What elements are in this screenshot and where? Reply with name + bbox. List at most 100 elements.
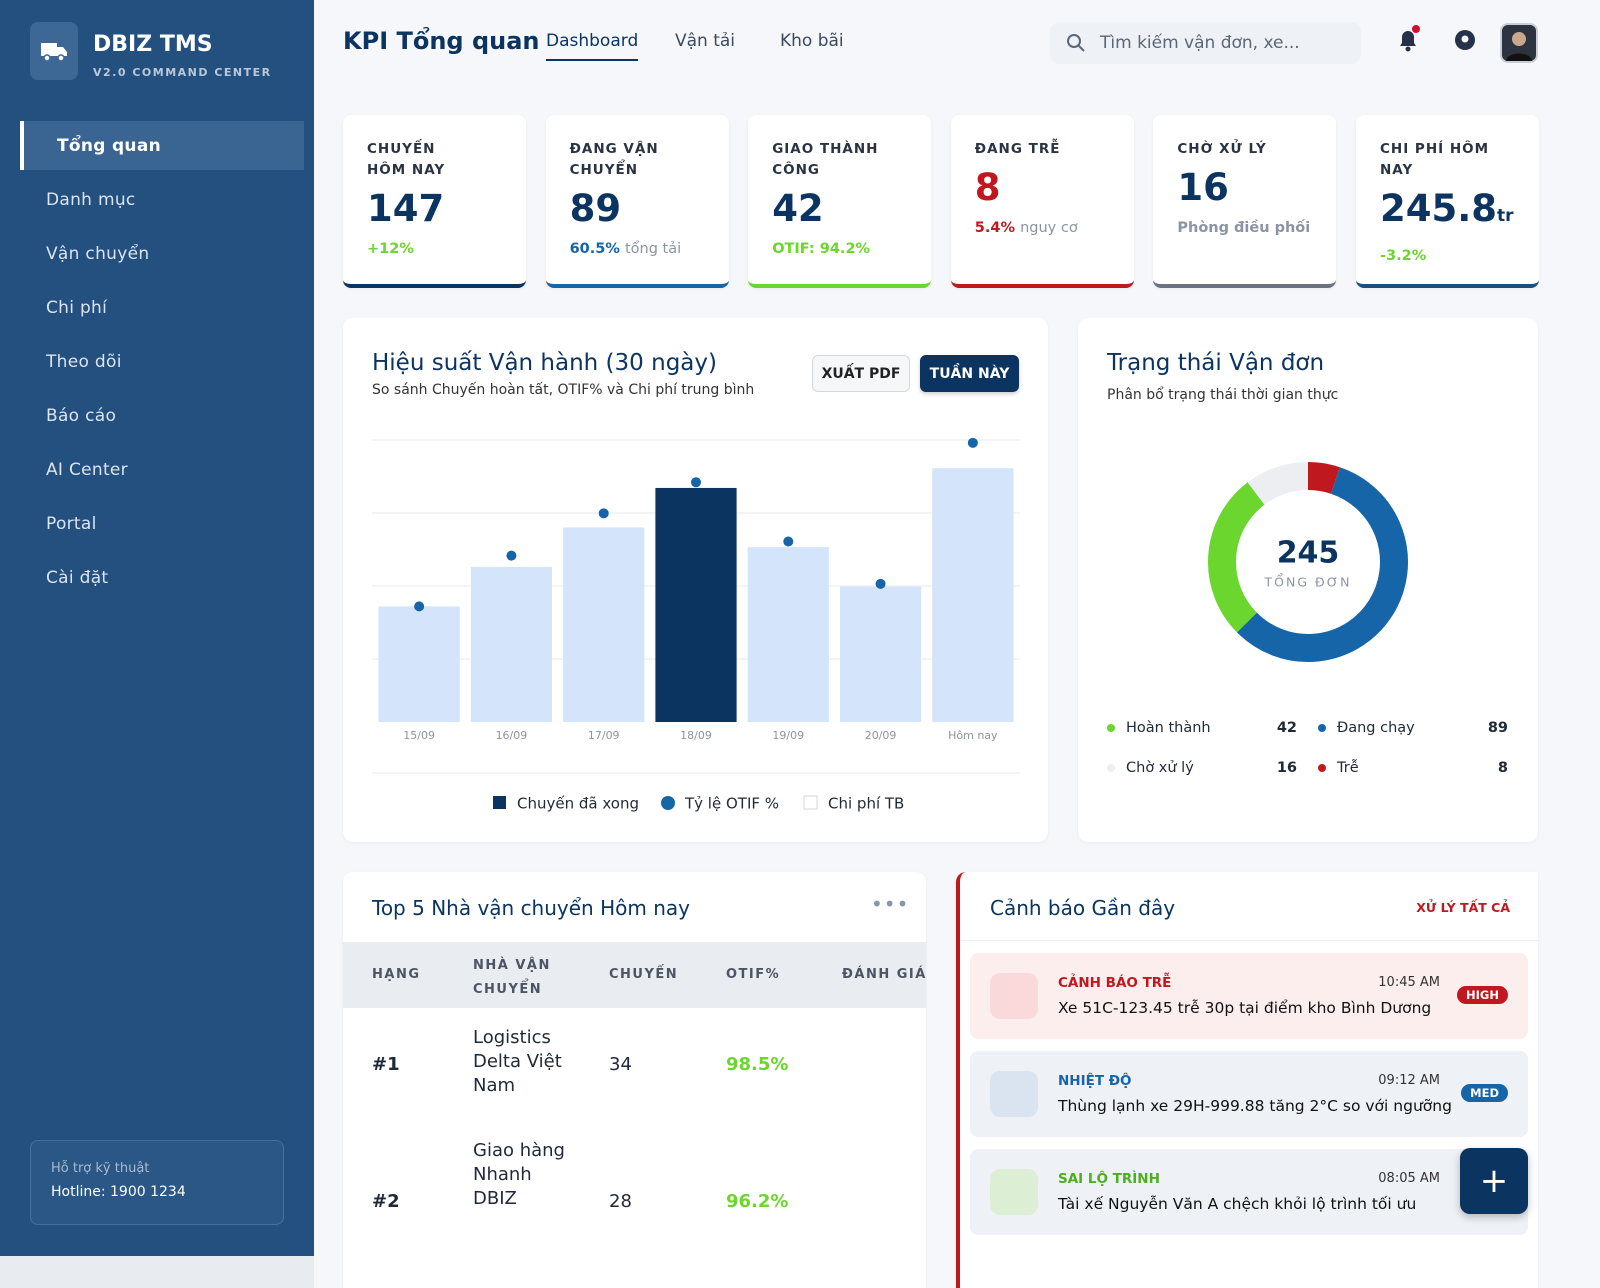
legend-label: Đang chạy bbox=[1337, 720, 1415, 736]
table-header bbox=[343, 942, 926, 1008]
menu-label: Tổng quan bbox=[57, 135, 162, 156]
x-tick-label: Hôm nay bbox=[948, 729, 998, 742]
kpi-sub-value: 60.5% bbox=[569, 241, 620, 257]
kpi-number: 8 bbox=[974, 166, 1001, 209]
menu-item[interactable]: Chi phí bbox=[20, 283, 304, 332]
menu-label: Chi phí bbox=[46, 297, 108, 318]
menu-item[interactable]: Portal bbox=[20, 499, 304, 548]
tab[interactable]: Vận tải bbox=[675, 31, 736, 51]
alert-type: SAI LỘ TRÌNH bbox=[1058, 1171, 1160, 1187]
chart-subtitle: So sánh Chuyến hoàn tất, OTIF% và Chi ph… bbox=[372, 382, 755, 398]
notification-bell[interactable] bbox=[1394, 24, 1424, 54]
x-tick-label: 19/09 bbox=[772, 729, 804, 742]
more-button[interactable]: ••• bbox=[871, 892, 910, 916]
kpi-card: CHUYẾN HÔM NAY 147 +12% bbox=[343, 115, 526, 288]
add-button[interactable]: + bbox=[1460, 1148, 1528, 1214]
kpi-sub-text: nguy cơ bbox=[1020, 220, 1078, 236]
x-tick-label: 18/09 bbox=[680, 729, 712, 742]
legend-value: 89 bbox=[1488, 720, 1508, 736]
alert-item[interactable]: SAI LỘ TRÌNH 08:05 AM Tài xế Nguyễn Văn A … bbox=[970, 1149, 1528, 1235]
legend-label: Trễ bbox=[1336, 759, 1359, 776]
severity-badge: MED bbox=[1461, 1084, 1508, 1102]
version: V2.0 COMMAND CENTER bbox=[93, 66, 272, 79]
donut-center-label: TỔNG ĐƠN bbox=[1264, 574, 1352, 590]
carrier-name: Giao hàng Nhanh DBIZ bbox=[473, 1140, 565, 1209]
alert-time: 10:45 AM bbox=[1378, 975, 1440, 990]
export-button[interactable]: XUẤT PDF bbox=[812, 355, 910, 392]
kpi-sub-text: tổng tải bbox=[624, 241, 682, 257]
otif-dot bbox=[783, 536, 794, 547]
tab[interactable]: Kho bãi bbox=[780, 31, 844, 51]
kpi-sub: OTIF: 94.2% bbox=[772, 241, 907, 257]
bar bbox=[655, 487, 737, 722]
chart-title: Hiệu suất Vận hành (30 ngày) bbox=[372, 350, 717, 376]
kpi-label: ĐANG VẬN CHUYỂN bbox=[569, 141, 659, 178]
alerts-title: Cảnh báo Gần đây bbox=[990, 896, 1176, 920]
menu-label: AI Center bbox=[46, 459, 128, 480]
menu-label: Vận chuyển bbox=[46, 243, 150, 264]
alert-time: 08:05 AM bbox=[1378, 1171, 1440, 1186]
x-tick-label: 17/09 bbox=[588, 729, 620, 742]
kpi-number: 147 bbox=[367, 187, 445, 230]
kpi-sub: 5.4% nguy cơ bbox=[975, 220, 1110, 236]
settings-icon[interactable] bbox=[1452, 27, 1478, 53]
avatar[interactable] bbox=[1500, 23, 1538, 63]
page-title: KPI Tổng quan bbox=[343, 27, 540, 55]
menu-item[interactable]: Theo dõi bbox=[20, 337, 304, 386]
kpi-value: 16 bbox=[1177, 166, 1312, 210]
kpi-card: CHỜ XỬ LÝ 16 Phòng điều phối bbox=[1153, 115, 1337, 288]
alert-icon bbox=[990, 1071, 1038, 1117]
trips: 34 bbox=[609, 1054, 632, 1075]
resolve-all[interactable]: XỬ LÝ TẤT CẢ bbox=[1416, 900, 1510, 915]
menu-item[interactable]: Vận chuyển bbox=[20, 229, 304, 278]
legend-label: Chuyến đã xong bbox=[517, 795, 639, 813]
tab[interactable]: Dashboard bbox=[546, 31, 639, 61]
kpi-card: ĐANG TRỄ 8 5.4% nguy cơ bbox=[950, 115, 1134, 288]
kpi-value: 245.8tr bbox=[1380, 187, 1515, 238]
legend-swatch bbox=[493, 796, 506, 809]
legend-value: 16 bbox=[1277, 760, 1297, 776]
kpi-card: GIAO THÀNH CÔNG 42 OTIF: 94.2% bbox=[748, 115, 932, 288]
divider bbox=[960, 940, 1538, 941]
kpi-unit: tr bbox=[1497, 206, 1514, 226]
legend-dot bbox=[1318, 724, 1326, 732]
alert-icon bbox=[990, 1169, 1038, 1215]
alert-icon bbox=[990, 973, 1038, 1019]
kpi-value: 42 bbox=[772, 187, 907, 231]
support-box: Hỗ trợ kỹ thuật Hotline: 1900 1234 bbox=[30, 1140, 284, 1225]
x-tick-label: 15/09 bbox=[403, 729, 435, 742]
carriers-panel: Top 5 Nhà vận chuyển Hôm nay ••• HẠNG NHÀ… bbox=[343, 872, 926, 1288]
alert-item[interactable]: NHIỆT ĐỘ 09:12 AM Thùng lạnh xe 29H-999.88… bbox=[970, 1051, 1528, 1137]
avatar-image bbox=[1506, 32, 1532, 61]
alert-message: Xe 51C-123.45 trễ 30p tại điểm kho Bình … bbox=[1058, 999, 1432, 1017]
kpi-sub: Phòng điều phối bbox=[1177, 220, 1312, 236]
search-box[interactable]: Tìm kiếm vận đơn, xe... bbox=[1050, 22, 1361, 64]
kpi-card: CHI PHÍ HÔM NAY 245.8tr -3.2% bbox=[1356, 115, 1539, 288]
trips: 28 bbox=[609, 1191, 632, 1212]
legend-label: Chi phí TB bbox=[828, 795, 904, 813]
status-panel: Trạng thái Vận đơn Phân bổ trạng thái th… bbox=[1078, 318, 1538, 842]
menu-item[interactable]: Tổng quan bbox=[20, 121, 304, 170]
otif-dot bbox=[691, 477, 701, 488]
kpi-label: CHUYẾN HÔM NAY bbox=[367, 141, 446, 178]
kpi-sub: 60.5% tổng tải bbox=[570, 241, 705, 257]
week-button[interactable]: TUẦN NÀY bbox=[920, 355, 1019, 392]
alert-item[interactable]: CẢNH BÁO TRỄ 10:45 AM Xe 51C-123.45 trễ 30… bbox=[970, 953, 1528, 1039]
menu-label: Theo dõi bbox=[46, 351, 122, 372]
kpi-value: 147 bbox=[367, 187, 502, 231]
severity-badge: HIGH bbox=[1457, 986, 1508, 1004]
menu-item[interactable]: Báo cáo bbox=[20, 391, 304, 440]
otif-dot bbox=[598, 508, 609, 519]
menu-item[interactable]: Cài đặt bbox=[20, 553, 304, 602]
legend-value: 8 bbox=[1498, 760, 1508, 776]
truck-icon bbox=[41, 43, 67, 62]
menu-item[interactable]: AI Center bbox=[20, 445, 304, 494]
bar-chart: 15/09 16/09 17/09 18/09 19/09 20/09 Hôm nay Chu… bbox=[372, 437, 1020, 813]
rank: #2 bbox=[372, 1191, 400, 1212]
bar bbox=[563, 527, 645, 722]
hotline: Hotline: 1900 1234 bbox=[51, 1184, 186, 1200]
kpi-sub: -3.2% bbox=[1380, 248, 1515, 264]
menu-item[interactable]: Danh mục bbox=[20, 175, 304, 224]
kpi-number: 89 bbox=[569, 187, 622, 230]
kpi-sub: +12% bbox=[367, 241, 502, 257]
